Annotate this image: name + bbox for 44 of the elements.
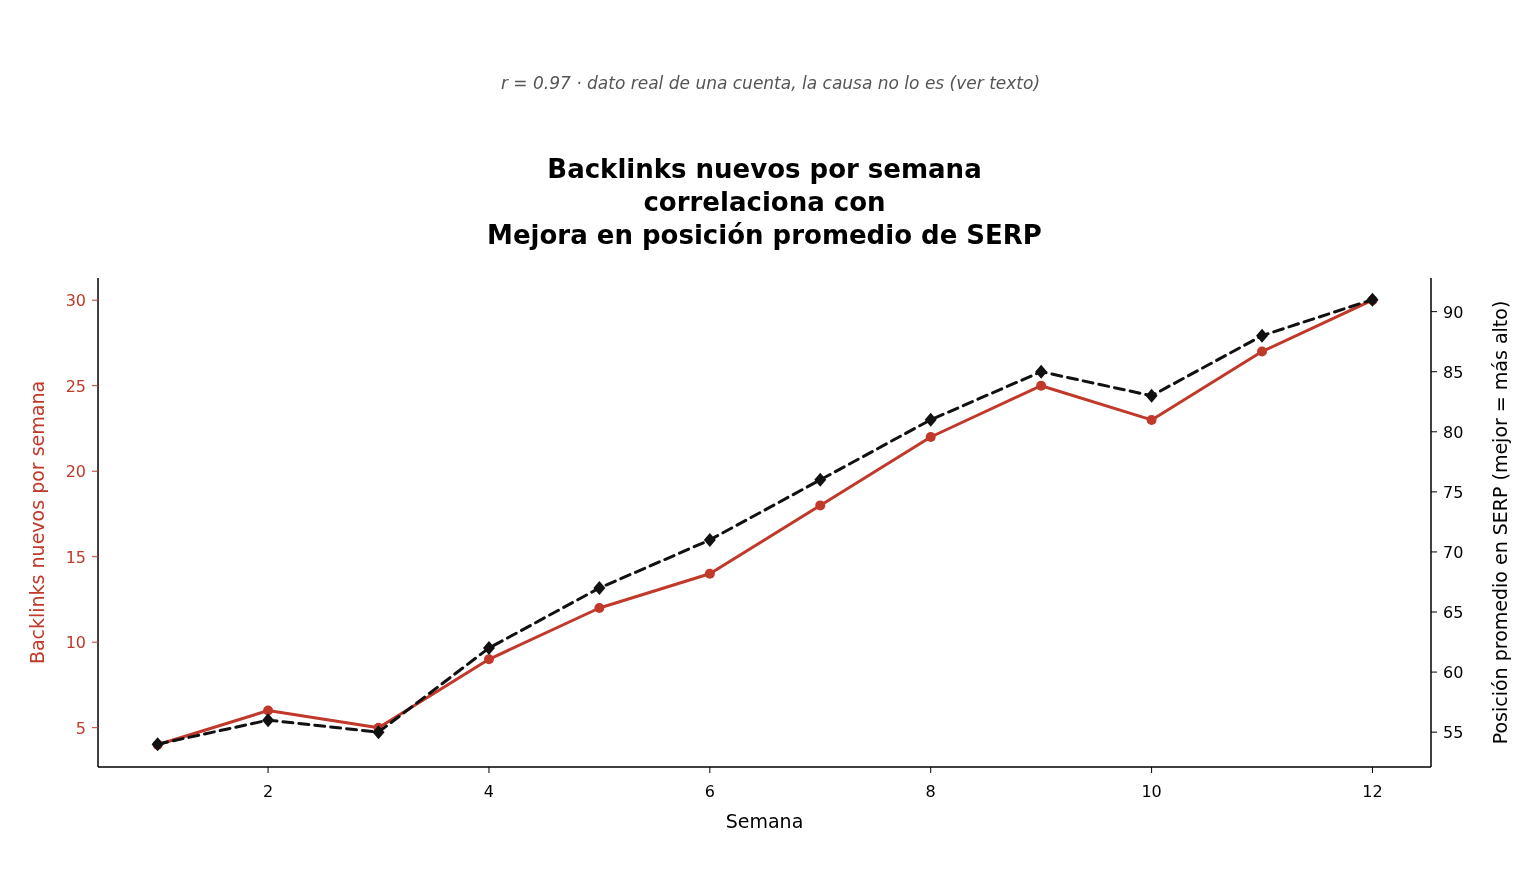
y2-tick-label: 75: [1443, 482, 1464, 502]
point: [704, 568, 715, 579]
point: [263, 705, 274, 716]
y2-tick-label: 65: [1443, 603, 1464, 623]
point: [1256, 328, 1269, 343]
point: [372, 725, 385, 740]
x-axis-title: Semana: [725, 810, 804, 832]
point: [594, 602, 605, 613]
y2-tick-label: 70: [1443, 542, 1464, 562]
point: [924, 412, 937, 427]
point: [593, 580, 606, 595]
x-tick-label: 4: [483, 782, 495, 801]
y-tick-label: 20: [65, 462, 86, 482]
chart-title: Backlinks nuevos por semana correlaciona con Mejora en posición promedio de SERP: [487, 154, 1042, 250]
point: [262, 713, 275, 728]
point: [482, 641, 495, 656]
y-tick-label: 10: [65, 633, 86, 653]
y2-axis-title: Posición promedio en SERP (mejor = más alto): [1489, 300, 1511, 745]
point: [925, 432, 936, 443]
x-tick-label: 8: [925, 782, 936, 801]
point: [815, 500, 826, 511]
point: [1145, 388, 1158, 403]
y2-tick-label: 85: [1443, 362, 1464, 382]
y2-tick-label: 60: [1443, 663, 1464, 683]
point: [703, 532, 716, 547]
x-tick-label: 6: [704, 782, 715, 801]
chart-subtitle: r = 0.97 · dato real de una cuenta, la causa no lo es (ver texto): [500, 73, 1041, 93]
point: [1036, 380, 1047, 391]
y2-tick-label: 80: [1443, 422, 1464, 442]
y2-tick-label: 55: [1443, 723, 1464, 743]
point: [1035, 364, 1048, 379]
point: [1146, 414, 1157, 425]
y-tick-label: 30: [65, 291, 86, 311]
x-tick-label: 10: [1141, 782, 1162, 801]
y-axis-title: Backlinks nuevos por semana: [26, 380, 48, 665]
point: [1257, 346, 1268, 357]
y-tick-label: 5: [75, 718, 86, 738]
point: [814, 472, 827, 487]
x-tick-label: 2: [262, 782, 274, 801]
y-tick-label: 25: [65, 376, 86, 396]
y-tick-label: 15: [65, 547, 86, 567]
x-tick-label: 12: [1362, 782, 1383, 801]
point: [483, 654, 494, 665]
y2-tick-label: 90: [1443, 302, 1464, 322]
